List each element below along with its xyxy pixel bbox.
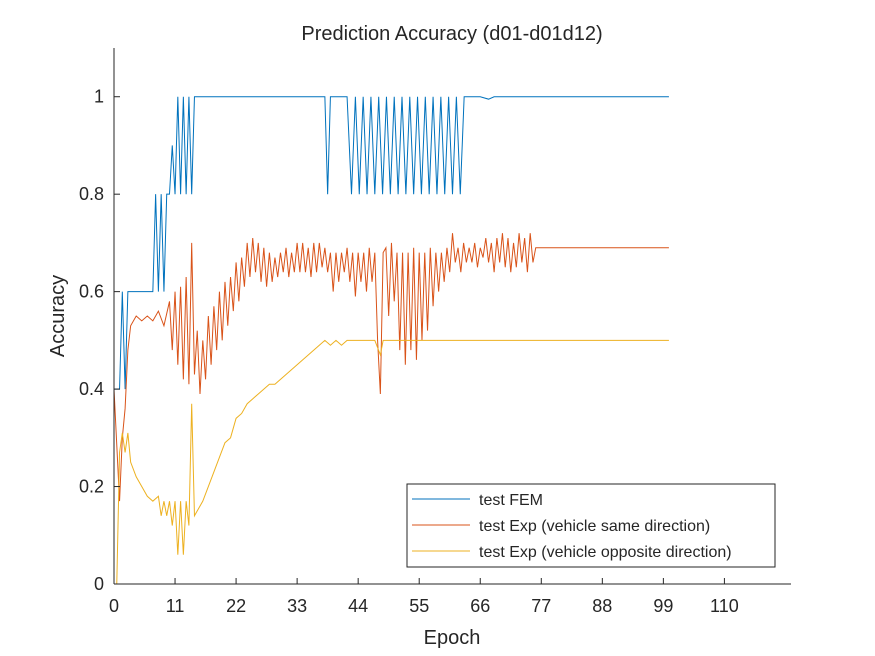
y-tick-label: 0.6 bbox=[79, 282, 104, 302]
x-axis-label: Epoch bbox=[424, 627, 481, 649]
x-ticks: 0 11 22 33 44 55 66 77 88 99 110 bbox=[109, 578, 739, 616]
y-tick-label: 0.8 bbox=[79, 184, 104, 204]
x-tick-label: 99 bbox=[653, 596, 673, 616]
x-tick-label: 88 bbox=[592, 596, 612, 616]
x-tick-label: 11 bbox=[166, 596, 185, 616]
series-line-2 bbox=[113, 233, 669, 502]
legend-label-1: test FEM bbox=[479, 492, 543, 509]
x-tick-label: 55 bbox=[409, 596, 429, 616]
series-line-3 bbox=[114, 339, 669, 585]
legend: test FEM test Exp (vehicle same direction… bbox=[406, 483, 776, 568]
legend-label-2: test Exp (vehicle same direction) bbox=[479, 518, 710, 535]
y-tick-label: 0 bbox=[94, 574, 104, 594]
series-layer bbox=[113, 96, 669, 585]
y-tick-label: 0.4 bbox=[79, 379, 104, 399]
x-tick-label: 22 bbox=[226, 596, 246, 616]
x-tick-label: 110 bbox=[710, 596, 739, 616]
y-axis-label: Accuracy bbox=[47, 275, 69, 357]
y-ticks: 0 0.2 0.4 0.6 0.8 1 bbox=[79, 87, 120, 594]
y-tick-label: 0.2 bbox=[79, 477, 104, 497]
x-tick-label: 33 bbox=[287, 596, 307, 616]
x-tick-label: 77 bbox=[531, 596, 551, 616]
x-tick-label: 44 bbox=[348, 596, 368, 616]
series-line-1 bbox=[114, 96, 669, 390]
x-tick-label: 66 bbox=[470, 596, 490, 616]
legend-items: test FEM test Exp (vehicle same direction… bbox=[412, 492, 732, 561]
x-tick-label: 0 bbox=[109, 596, 119, 616]
axes-layer bbox=[113, 48, 791, 585]
y-tick-label: 1 bbox=[94, 87, 104, 107]
chart-title: Prediction Accuracy (d01-d01d12) bbox=[301, 23, 602, 45]
legend-label-3: test Exp (vehicle opposite direction) bbox=[479, 544, 732, 561]
